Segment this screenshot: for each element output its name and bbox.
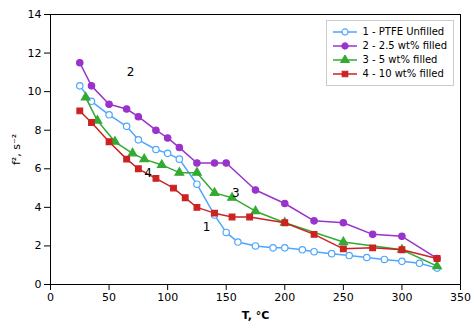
svg-text:2: 2 [35, 239, 42, 252]
svg-text:4: 4 [35, 201, 42, 214]
svg-text:200: 200 [274, 291, 295, 304]
html-text:1 - PTFE Unfilled: 1 - PTFE Unfilled [362, 26, 445, 37]
svg-text:350: 350 [450, 291, 471, 304]
svg-text:0: 0 [47, 291, 54, 304]
svg-text:50: 50 [102, 291, 116, 304]
svg-text:1: 1 [203, 220, 211, 234]
svg-text:4: 4 [144, 166, 152, 180]
svg-text:300: 300 [391, 291, 412, 304]
svg-text:f², s⁻²: f², s⁻² [10, 134, 23, 165]
svg-text:10: 10 [28, 85, 42, 98]
svg-text:6: 6 [35, 162, 42, 175]
html-text:2 - 2.5 wt% filled: 2 - 2.5 wt% filled [362, 40, 447, 51]
html-text:4 - 10 wt% filled: 4 - 10 wt% filled [362, 68, 444, 79]
svg-text:14: 14 [28, 8, 42, 21]
svg-text:12: 12 [28, 47, 42, 60]
svg-text:150: 150 [216, 291, 237, 304]
svg-text:0: 0 [35, 278, 42, 291]
svg-text:8: 8 [35, 124, 42, 137]
svg-text:3: 3 [232, 186, 240, 200]
html-text:3 - 5 wt% filled: 3 - 5 wt% filled [362, 54, 438, 65]
svg-text:T, °C: T, °C [242, 309, 270, 322]
svg-text:100: 100 [157, 291, 178, 304]
svg-text:2: 2 [127, 65, 135, 79]
svg-text:250: 250 [333, 291, 354, 304]
